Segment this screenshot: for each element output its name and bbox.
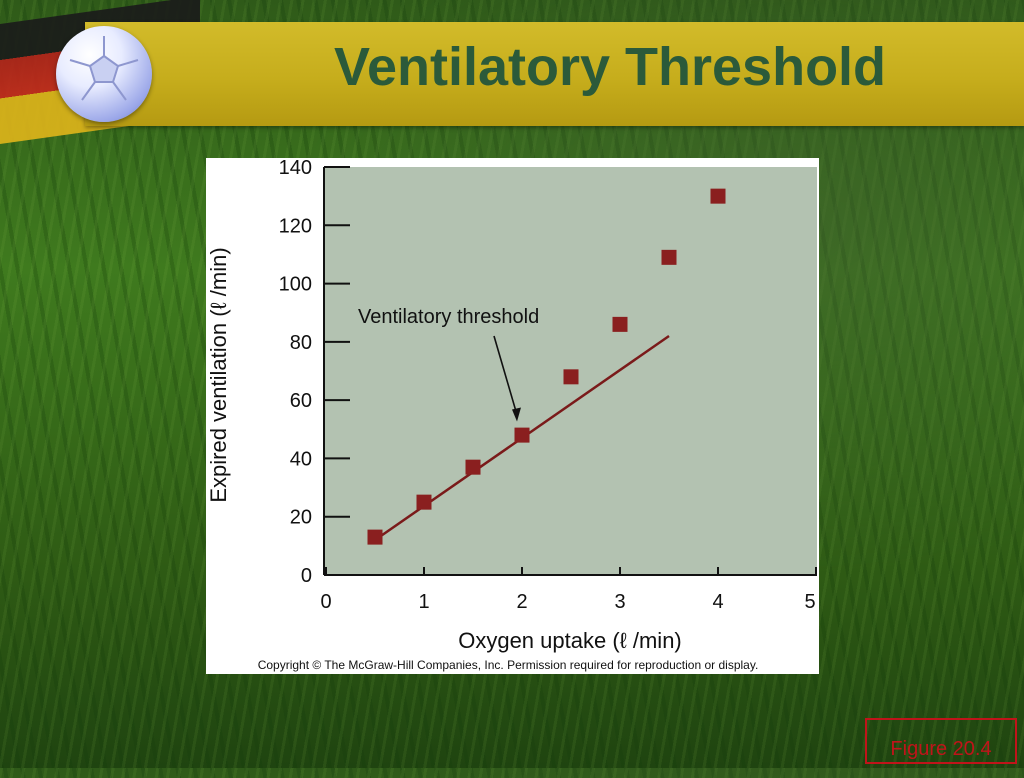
x-tick-label: 2 [516,591,527,613]
x-tick-label: 1 [418,591,429,613]
soccer-ball-icon [56,26,152,122]
x-axis-title: Oxygen uptake (ℓ /min) [458,628,682,653]
page-title: Ventilatory Threshold [333,37,887,97]
data-point [612,316,628,332]
data-point [416,494,432,510]
y-tick-label: 120 [279,215,312,237]
scatter-chart: 0 20 40 60 80 100 120 140 0 1 2 3 4 5 Oxygen uptake (ℓ… [206,158,817,672]
data-point [367,529,383,545]
copyright-text: Copyright © The McGraw-Hill Companies, I… [258,658,759,672]
y-tick-label: 40 [290,448,312,470]
data-point [661,249,677,265]
data-point [514,427,530,443]
data-point [710,188,726,204]
y-tick-label: 60 [290,390,312,412]
title-banner [85,22,1024,126]
annotation-arrow-line [493,335,517,412]
figure-panel: 0 20 40 60 80 100 120 140 0 1 2 3 4 5 Oxygen uptake (ℓ… [206,158,819,674]
x-tick-label: 4 [712,591,723,613]
annotation-arrowhead [512,407,521,422]
y-tick-label: 140 [279,158,312,179]
annotation-label: Ventilatory threshold [358,306,539,328]
y-tick-label: 80 [290,332,312,354]
y-tick-label: 0 [301,565,312,587]
figure-label: Figure 20.4 [865,718,1017,764]
y-tick-label: 100 [279,274,312,296]
y-tick-label: 20 [290,507,312,529]
x-tick-label: 0 [320,591,331,613]
x-tick-label: 3 [614,591,625,613]
data-point [563,369,579,385]
y-axis-title: Expired ventilation (ℓ /min) [206,247,231,502]
data-point [465,459,481,475]
x-tick-label: 5 [804,591,815,613]
